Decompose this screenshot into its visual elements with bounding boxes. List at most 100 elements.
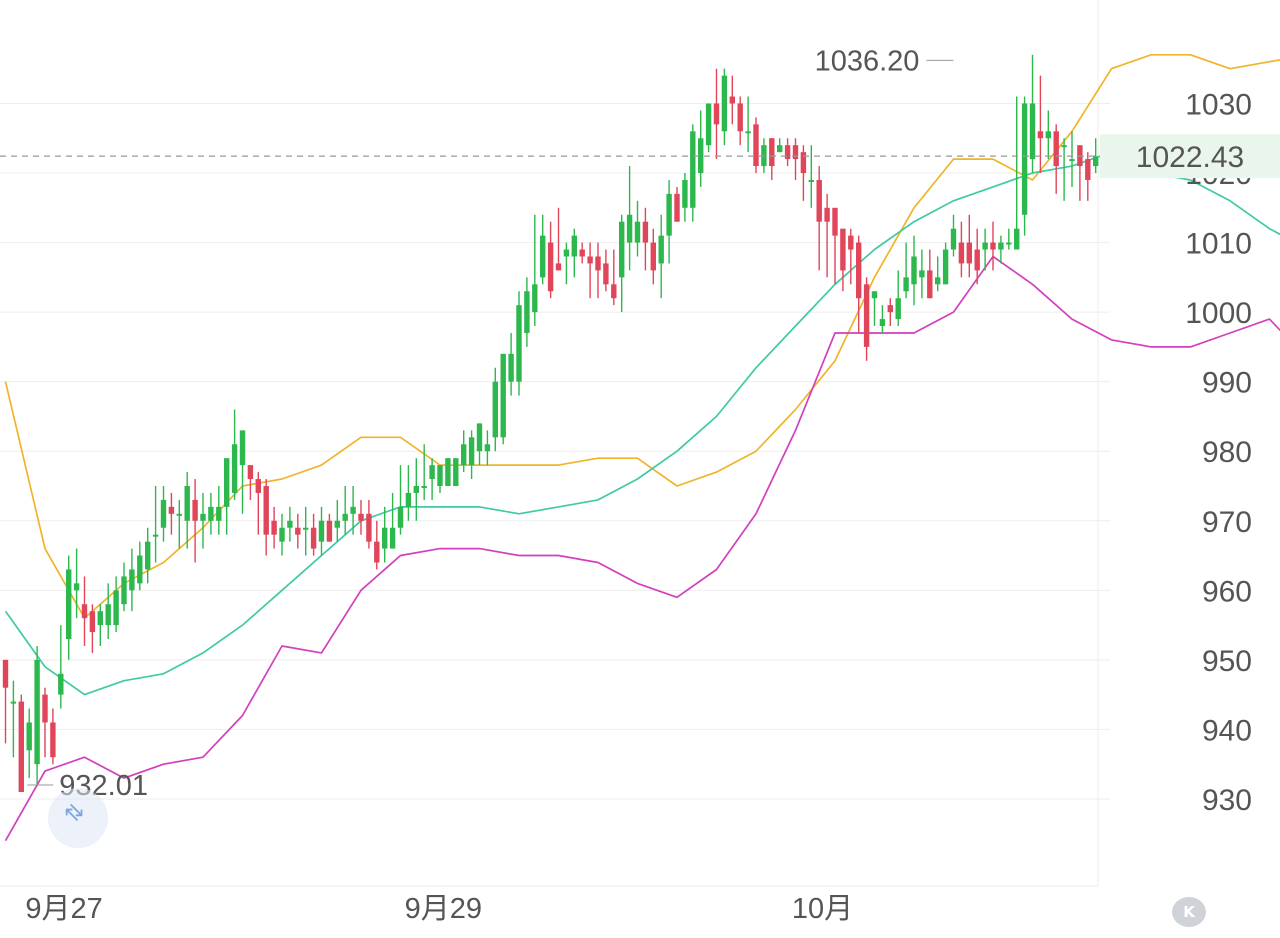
candle-body	[113, 590, 119, 626]
candle-body	[619, 221, 625, 278]
candle-body	[713, 103, 720, 125]
k-icon: K	[1183, 903, 1195, 921]
candle-body	[1021, 103, 1028, 215]
candle-body	[832, 207, 838, 236]
candle-body	[97, 611, 103, 626]
candle-body	[524, 291, 530, 333]
extreme-markers: 1036.20 932.01	[27, 45, 954, 802]
candle-body	[1085, 159, 1091, 180]
candle-body	[366, 513, 372, 542]
candle-body	[405, 492, 412, 507]
candle-body	[105, 604, 111, 626]
candle-body	[1061, 145, 1067, 148]
candle-body	[721, 75, 728, 132]
candle-body	[848, 235, 854, 250]
candle-body	[66, 569, 72, 640]
candle-body	[129, 569, 135, 591]
time-tick-label: 9月29	[405, 893, 482, 925]
current-price: 1022.43	[0, 134, 1280, 179]
candle-body	[318, 520, 325, 542]
candle-body	[816, 179, 822, 222]
candle-body	[81, 604, 88, 619]
candle-body	[1093, 156, 1099, 167]
candle-body	[737, 103, 743, 132]
price-tick-label: 940	[1202, 714, 1252, 747]
candle-body	[461, 444, 467, 466]
candle-body	[974, 249, 980, 271]
time-tick-label: 10月	[792, 893, 853, 925]
candle-body	[777, 145, 783, 153]
candle-body	[358, 513, 364, 521]
candle-body	[492, 381, 498, 438]
upper-band-line	[4, 53, 1280, 619]
candle-body	[555, 263, 562, 271]
candle-body	[168, 506, 175, 514]
candle-body	[856, 242, 862, 299]
candle-body	[73, 583, 80, 591]
candle-body	[413, 485, 419, 493]
candle-body	[611, 284, 617, 299]
candle-body	[745, 131, 751, 134]
candle-body	[468, 437, 475, 466]
candle-body	[563, 249, 570, 257]
price-tick-label: 960	[1202, 575, 1252, 608]
candle-body	[903, 277, 909, 292]
candle-body	[547, 242, 554, 292]
candle-body	[966, 242, 972, 264]
candle-body	[326, 520, 333, 542]
candle-body	[295, 527, 301, 535]
k-button[interactable]: K	[1172, 897, 1206, 927]
candle-body	[484, 444, 491, 452]
candle-body	[239, 430, 246, 466]
price-tick-label: 1030	[1185, 88, 1252, 121]
candle-body	[666, 193, 672, 236]
candle-body	[950, 228, 957, 250]
candle-body	[34, 659, 40, 765]
candle-body	[200, 513, 206, 521]
candle-body	[1045, 131, 1051, 139]
candle-body	[476, 423, 483, 452]
candle-body	[792, 145, 799, 160]
candle-body	[784, 145, 791, 160]
candle-body	[263, 485, 269, 535]
candle-body	[184, 485, 190, 521]
candle-body	[824, 207, 830, 222]
zoom-button[interactable]: ⇅	[48, 788, 108, 848]
candle-body	[255, 479, 261, 493]
candle-body	[216, 506, 222, 521]
candle-body	[1006, 242, 1012, 245]
candle-body	[50, 722, 56, 758]
candle-body	[224, 458, 230, 507]
candle-body	[374, 541, 380, 563]
candle-body	[429, 465, 435, 480]
candle-body	[10, 701, 17, 704]
candle-body	[935, 277, 941, 285]
price-tick-label: 970	[1202, 506, 1252, 539]
price-tick-label: 1000	[1185, 297, 1252, 330]
candle-body	[389, 527, 396, 549]
candle-body	[192, 499, 198, 521]
candle-body	[958, 242, 965, 264]
candle-body	[642, 221, 649, 243]
candle-body	[674, 193, 680, 222]
candle-body	[152, 534, 159, 537]
time-axis: 9月27 9月29 10月	[25, 893, 853, 925]
candle-body	[287, 520, 293, 528]
candle-body	[421, 485, 427, 488]
candle-body	[1053, 131, 1059, 167]
candle-body	[445, 458, 451, 486]
candle-body	[690, 131, 696, 208]
candles	[2, 54, 1099, 793]
candle-body	[595, 256, 601, 271]
candle-body	[516, 305, 522, 382]
candle-body	[397, 506, 404, 528]
bollinger-bands	[4, 53, 1280, 842]
price-grid	[0, 102, 1110, 800]
candle-body	[871, 291, 878, 299]
candle-body	[895, 298, 901, 320]
candle-body	[453, 458, 459, 486]
candle-body	[879, 319, 886, 327]
candle-body	[160, 499, 167, 528]
candle-body	[927, 270, 933, 299]
